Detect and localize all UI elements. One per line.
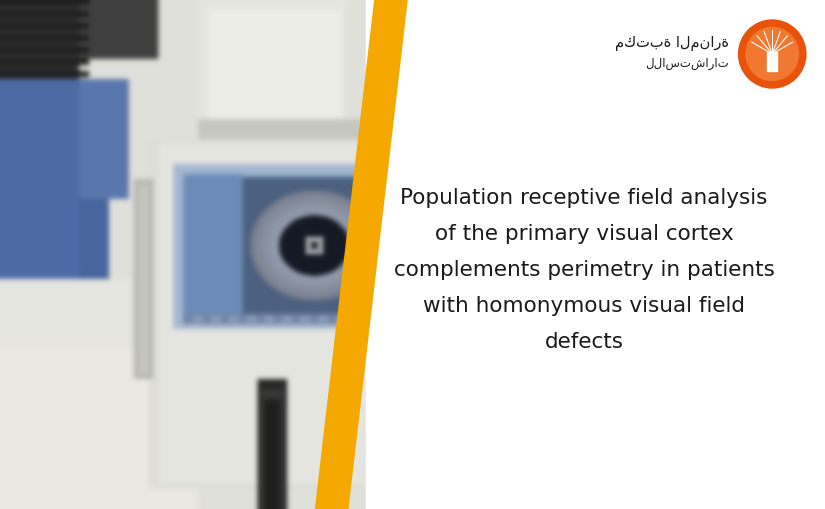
Text: للاستشارات: للاستشارات (645, 56, 728, 69)
Polygon shape (315, 0, 408, 509)
Bar (366, 0, 817, 509)
Text: Population receptive field analysis
of the primary visual cortex
complements per: Population receptive field analysis of t… (394, 188, 775, 352)
Circle shape (746, 29, 799, 81)
Text: مكتبة المنارة: مكتبة المنارة (615, 36, 728, 50)
Circle shape (738, 21, 806, 89)
Bar (767, 53, 777, 72)
